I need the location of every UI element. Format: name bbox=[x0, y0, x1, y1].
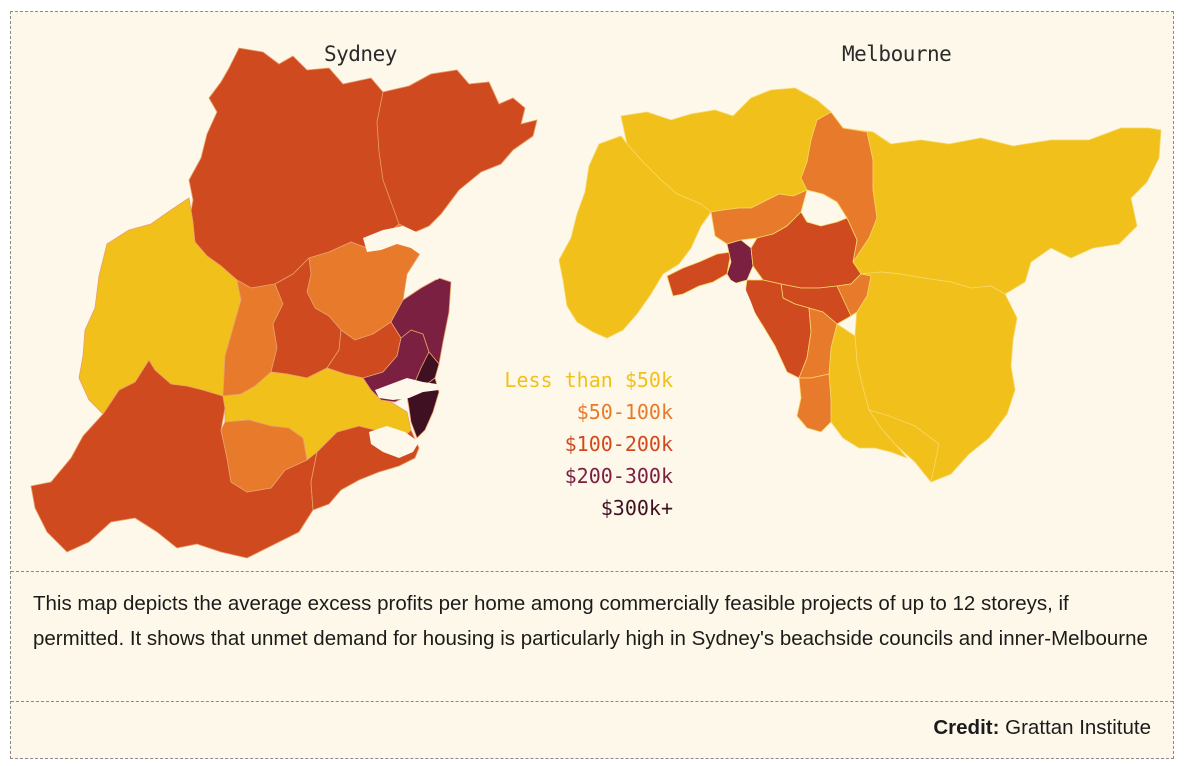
legend-item-50-100k: $50-100k bbox=[576, 400, 673, 424]
sydney-region-central-coast bbox=[376, 69, 538, 233]
melbourne-region-nillumbik bbox=[800, 111, 878, 263]
sydney-harbour bbox=[375, 378, 439, 400]
melbourne-region-knox bbox=[836, 273, 872, 317]
hawkesbury-river bbox=[363, 226, 435, 258]
sydney-region-liverpool bbox=[220, 419, 308, 493]
maps-svg bbox=[30, 47, 1162, 559]
melbourne-map bbox=[558, 87, 1162, 483]
melbourne-label: Melbourne bbox=[842, 42, 952, 66]
sydney-label: Sydney bbox=[324, 42, 397, 66]
legend-item-100-200k: $100-200k bbox=[564, 432, 673, 456]
pittwater bbox=[427, 262, 445, 280]
figure-card: Sydney Melbourne Less than $50k $50-100k… bbox=[10, 11, 1174, 759]
map-area: Sydney Melbourne Less than $50k $50-100k… bbox=[11, 12, 1173, 571]
credit-source: Grattan Institute bbox=[1005, 716, 1151, 739]
legend-item-300k-plus: $300k+ bbox=[600, 496, 673, 520]
legend-item-200-300k: $200-300k bbox=[564, 464, 673, 488]
credit-divider bbox=[11, 701, 1173, 702]
sydney-map bbox=[30, 47, 538, 559]
melbourne-region-inner-melbourne bbox=[726, 239, 754, 285]
port-phillip-bay bbox=[723, 280, 795, 414]
caption-divider bbox=[11, 571, 1173, 572]
credit-label: Credit: bbox=[933, 716, 1000, 739]
figure-caption: This map depicts the average excess prof… bbox=[33, 592, 1148, 650]
botany-bay bbox=[369, 426, 419, 458]
figure-credit: Credit: Grattan Institute bbox=[933, 716, 1151, 740]
melbourne-region-cardinia bbox=[868, 409, 940, 483]
melbourne-region-outer-west bbox=[558, 135, 712, 339]
legend: Less than $50k $50-100k $100-200k $200-3… bbox=[451, 368, 673, 528]
legend-item-under-50k: Less than $50k bbox=[504, 368, 673, 392]
melbourne-region-frankston bbox=[796, 373, 832, 433]
sydney-region-blue-mountains bbox=[78, 197, 242, 415]
